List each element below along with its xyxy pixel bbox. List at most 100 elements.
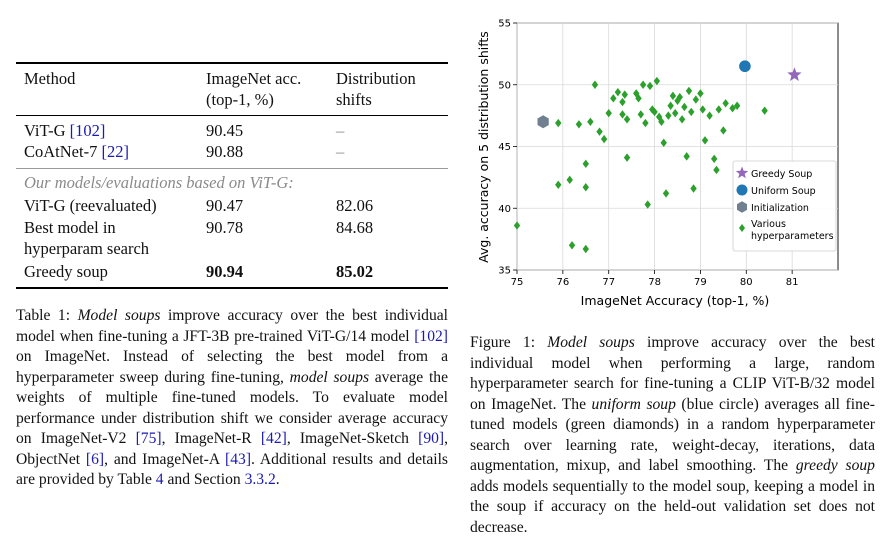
table-section-label: Our models/evaluations based on ViT-G:: [24, 173, 294, 192]
legend-marker-uniform: [736, 184, 748, 196]
citation-link[interactable]: [102]: [69, 121, 106, 140]
table-row-imagenet: 90.45: [206, 121, 244, 140]
citation-link[interactable]: [90]: [418, 430, 445, 447]
x-tick-label: 76: [556, 277, 569, 288]
data-point-various: [651, 107, 658, 117]
y-tick-label: 40: [498, 204, 511, 215]
section-reference-link[interactable]: 3.3.2: [244, 471, 276, 488]
table-row-shifts: 82.06: [336, 196, 374, 215]
caption-text: improve accuracy over the best individua…: [16, 307, 448, 345]
data-point-various: [676, 92, 683, 102]
table-reference-link[interactable]: 4: [155, 471, 164, 488]
table-row-method-cont: hyperparam search: [24, 239, 150, 258]
legend-label-uniform: Uniform Soup: [751, 186, 816, 197]
data-point-greedy-soup: [787, 67, 802, 81]
data-point-various: [555, 180, 562, 189]
caption-text: adds models sequentially to the model so…: [470, 477, 875, 536]
citation-link[interactable]: [6]: [85, 450, 105, 468]
citation-link[interactable]: [22]: [101, 142, 129, 161]
data-point-uniform-soup: [739, 60, 751, 73]
caption-emph: uniform soup: [591, 395, 676, 413]
caption-text: (blue circle) averages all fine-tuned mo…: [470, 395, 875, 475]
data-point-various: [688, 107, 695, 117]
x-axis-label: ImageNet Accuracy (top-1, %): [581, 293, 770, 308]
caption-label: Figure 1:: [470, 334, 548, 351]
caption-text: and Section: [163, 471, 245, 488]
caption-emph: Model soups: [77, 307, 161, 324]
table-row-imagenet: 90.88: [206, 142, 244, 161]
axis-ticks: 75 76 77 78 79 80 81 35 40 45 50 55: [498, 19, 798, 289]
data-point-various: [596, 127, 603, 136]
caption-text: .: [275, 471, 280, 488]
x-tick-label: 75: [511, 277, 524, 288]
header-method: Method: [24, 69, 76, 88]
data-point-various: [713, 165, 720, 175]
table-bottom-rule: [16, 287, 448, 289]
caption-text: average the weights of multiple fine-tun…: [16, 368, 448, 448]
caption-text: on ImageNet. Instead of selecting the be…: [16, 348, 448, 386]
legend-marker-various: [739, 224, 745, 232]
data-point-various: [701, 136, 709, 145]
citation-link[interactable]: [102]: [414, 327, 448, 345]
legend: Greedy Soup Uniform Soup Initialization …: [732, 160, 837, 252]
caption-label: Table 1:: [16, 307, 78, 324]
y-tick-label: 50: [498, 80, 511, 91]
citation-link[interactable]: [43]: [225, 450, 252, 468]
caption-emph: Model soups: [547, 334, 635, 351]
table-row-method: Greedy soup: [24, 262, 108, 281]
table-row-imagenet: 90.94: [206, 262, 244, 281]
data-point-various: [660, 138, 667, 147]
table-row-shifts: –: [336, 142, 345, 161]
caption-text: , ImageNet-R: [161, 430, 261, 447]
method-name: CoAtNet-7: [24, 142, 102, 161]
y-tick-label: 55: [498, 19, 511, 30]
data-point-various: [621, 90, 628, 99]
data-point-various: [623, 115, 631, 124]
citation-link[interactable]: [75]: [135, 430, 162, 447]
x-tick-label: 79: [694, 277, 707, 288]
data-point-various: [591, 80, 599, 89]
x-tick-label: 81: [786, 277, 799, 288]
y-tick-label: 45: [498, 142, 511, 153]
data-point-various: [729, 104, 736, 113]
legend-label-various-line2: hyperparameters: [751, 231, 834, 242]
caption-emph: model soups: [289, 368, 370, 386]
legend-label-init: Initialization: [751, 203, 809, 214]
legend-label-greedy: Greedy Soup: [751, 169, 812, 180]
header-imagenet-line2: (top-1, %): [206, 90, 274, 109]
table-row-method: ViT-G [102]: [24, 120, 105, 141]
table-top-rule: [16, 62, 448, 64]
header-shifts-line2: shifts: [336, 90, 372, 109]
data-point-various: [619, 97, 626, 107]
table-row-imagenet: 90.47: [206, 196, 244, 215]
x-tick-label: 80: [740, 277, 753, 288]
caption-text: . Additional results and details are pro…: [16, 450, 448, 489]
data-point-various: [566, 175, 573, 185]
caption-emph: greedy soup: [795, 457, 875, 474]
grid-lines: [516, 22, 838, 271]
legend-marker-greedy: [735, 166, 749, 179]
citation-link[interactable]: [42]: [260, 430, 287, 447]
data-point-various: [619, 110, 626, 119]
table-row-method: ViT-G (reevaluated): [24, 196, 157, 215]
table-row-method: CoAtNet-7 [22]: [24, 141, 129, 162]
data-point-various: [623, 153, 631, 162]
y-axis-label: Avg. accuracy on 5 distribution shifts: [476, 31, 491, 263]
caption-text: , ImageNet-Sketch: [286, 430, 419, 447]
y-tick-label: 35: [498, 266, 511, 277]
table-row-shifts: –: [336, 121, 345, 140]
data-point-various: [697, 89, 704, 98]
table-caption: Table 1: Model soups improve accuracy ov…: [16, 306, 448, 491]
scatter-chart: 75 76 77 78 79 80 81 35 40 45 50 55 ImageNet Accura…: [476, 19, 839, 308]
method-name: ViT-G: [24, 121, 70, 140]
table-row-method: Best model in: [24, 218, 116, 237]
caption-text: , and ImageNet-A: [104, 450, 226, 468]
data-point-various: [513, 221, 521, 230]
data-point-various: [568, 241, 576, 250]
caption-text: improve accuracy over the best individua…: [470, 334, 876, 413]
data-point-various: [649, 105, 656, 114]
figure-caption: Figure 1: Model soups improve accuracy o…: [470, 333, 875, 538]
table-header-rule: [16, 115, 448, 116]
table-section-rule: [16, 168, 448, 169]
data-point-various: [674, 96, 681, 106]
